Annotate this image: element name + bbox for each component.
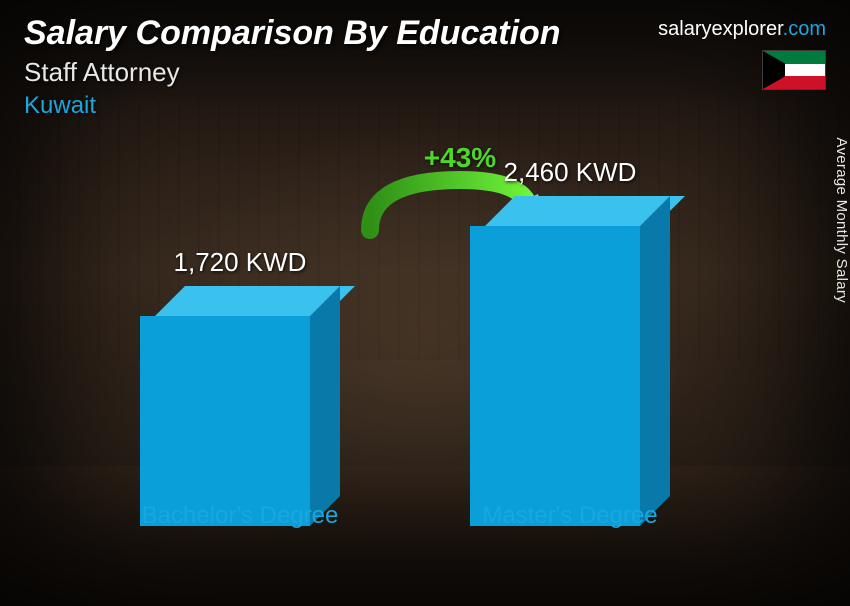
bar-category-label: Master's Degree [450,502,690,530]
country-flag-icon [762,50,826,90]
job-title: Staff Attorney [24,57,826,88]
bar-bachelors: 1,720 KWD Bachelor's Degree [140,316,340,526]
bar-3d [470,226,670,526]
bar-front-face [470,226,640,526]
y-axis-label: Average Monthly Salary [834,137,850,303]
country-name: Kuwait [24,92,826,120]
bar-value-label: 1,720 KWD [130,247,350,278]
bar-masters: 2,460 KWD Master's Degree [470,226,670,526]
bar-3d [140,316,340,526]
bar-side-face [310,286,340,526]
watermark-suffix: .com [783,18,826,40]
site-watermark: salaryexplorer.com [658,18,826,41]
bar-front-face [140,316,310,526]
bar-chart: +43% 1,720 KWD Bachelor's Degree 2,460 K… [80,160,770,556]
bar-category-label: Bachelor's Degree [120,502,360,530]
watermark-main: salaryexplorer [658,18,783,40]
bar-value-label: 2,460 KWD [460,157,680,188]
bar-side-face [640,196,670,526]
